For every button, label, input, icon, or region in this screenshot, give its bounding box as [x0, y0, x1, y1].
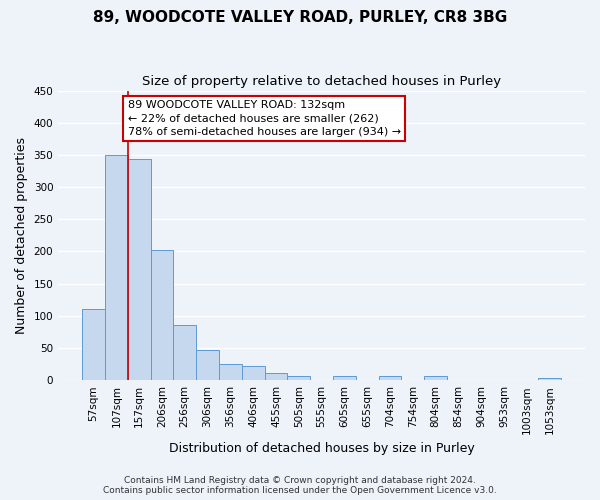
Bar	[196, 350, 219, 380]
Bar	[219, 364, 242, 380]
Bar	[128, 160, 151, 380]
X-axis label: Distribution of detached houses by size in Purley: Distribution of detached houses by size …	[169, 442, 475, 455]
Bar	[424, 376, 447, 380]
Text: 89, WOODCOTE VALLEY ROAD, PURLEY, CR8 3BG: 89, WOODCOTE VALLEY ROAD, PURLEY, CR8 3B…	[93, 10, 507, 25]
Text: 89 WOODCOTE VALLEY ROAD: 132sqm
← 22% of detached houses are smaller (262)
78% o: 89 WOODCOTE VALLEY ROAD: 132sqm ← 22% of…	[128, 100, 401, 136]
Title: Size of property relative to detached houses in Purley: Size of property relative to detached ho…	[142, 75, 501, 88]
Bar	[379, 376, 401, 380]
Bar	[105, 155, 128, 380]
Bar	[287, 376, 310, 380]
Bar	[333, 376, 356, 380]
Bar	[265, 373, 287, 380]
Bar	[173, 326, 196, 380]
Bar	[538, 378, 561, 380]
Bar	[82, 310, 105, 380]
Bar	[151, 250, 173, 380]
Text: Contains HM Land Registry data © Crown copyright and database right 2024.
Contai: Contains HM Land Registry data © Crown c…	[103, 476, 497, 495]
Bar	[242, 366, 265, 380]
Y-axis label: Number of detached properties: Number of detached properties	[15, 137, 28, 334]
